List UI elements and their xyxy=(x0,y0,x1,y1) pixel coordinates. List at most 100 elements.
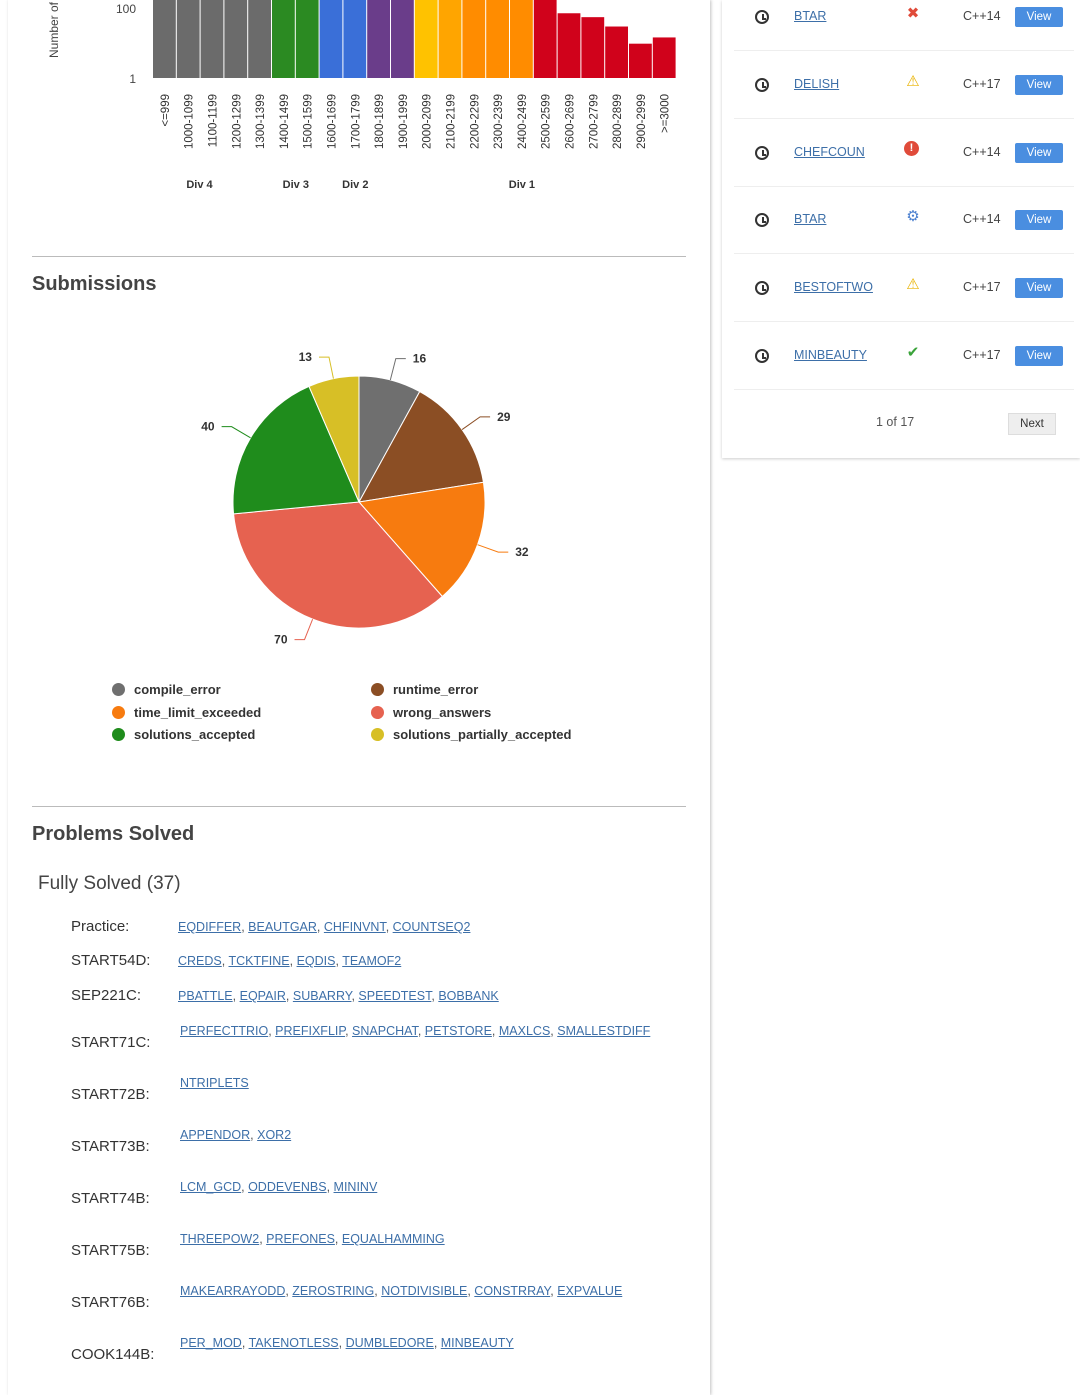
problem-link[interactable]: XOR2 xyxy=(257,1128,292,1142)
submission-row: BTAR ⚙ C++14 View xyxy=(734,187,1074,255)
problem-link[interactable]: SPEEDTEST xyxy=(358,989,432,1003)
section-divider xyxy=(32,806,686,807)
contest-name: Practice: xyxy=(71,918,130,935)
submission-language: C++14 xyxy=(963,144,1001,159)
clock-icon xyxy=(755,213,769,228)
contest-name: START54D: xyxy=(71,952,151,969)
submission-problem-link[interactable]: BTAR xyxy=(794,9,827,23)
view-button[interactable]: View xyxy=(1015,346,1063,366)
view-button[interactable]: View xyxy=(1015,7,1063,27)
next-button[interactable]: Next xyxy=(1008,413,1056,435)
x-tick-label: 1200-1299 xyxy=(231,94,243,149)
pie-leader-line xyxy=(389,358,406,381)
error-icon: ! xyxy=(904,140,919,156)
problem-link[interactable]: EQDIFFER xyxy=(178,920,242,934)
problem-link[interactable]: PETSTORE xyxy=(424,1024,492,1038)
x-tick-label: 1900-1999 xyxy=(398,94,410,149)
legend-dot-icon xyxy=(112,683,125,696)
legend-item: solutions_accepted xyxy=(112,727,255,742)
problem-link[interactable]: NTRIPLETS xyxy=(180,1076,249,1090)
x-tick-label: 1800-1899 xyxy=(374,94,386,149)
legend-dot-icon xyxy=(112,728,125,741)
pie-leader-line xyxy=(221,426,251,439)
problem-link[interactable]: ZEROSTRING xyxy=(292,1284,375,1298)
x-tick-label: 1700-1799 xyxy=(350,94,362,149)
submission-language: C++17 xyxy=(963,348,1001,362)
problem-link[interactable]: MININV xyxy=(333,1180,378,1194)
contest-name: START71C: xyxy=(71,1034,151,1051)
problem-link[interactable]: ODDEVENBS xyxy=(248,1180,327,1194)
submissions-pie-chart: 16 29 32 70 40 13 xyxy=(201,350,529,647)
problem-link[interactable]: BOBBANK xyxy=(438,989,499,1003)
submission-row: DELISH ⚠ C++17 View xyxy=(734,52,1074,119)
problem-link[interactable]: EQPAIR xyxy=(239,989,286,1003)
problem-link[interactable]: COUNTSEQ2 xyxy=(392,920,471,934)
contest-name: START73B: xyxy=(71,1138,150,1155)
fully-solved-label: Fully Solved (37) xyxy=(38,873,181,894)
pie-slice xyxy=(358,390,485,503)
clock-icon xyxy=(755,10,769,24)
problem-link[interactable]: APPENDOR xyxy=(180,1128,251,1142)
problem-link[interactable]: PBATTLE xyxy=(178,989,233,1003)
submissions-title: Submissions xyxy=(32,273,157,295)
problem-link[interactable]: THREEPOW2 xyxy=(180,1232,260,1246)
view-button[interactable]: View xyxy=(1015,142,1063,163)
problem-link[interactable]: MINBEAUTY xyxy=(440,1336,514,1350)
view-button[interactable]: View xyxy=(1015,74,1063,95)
legend-dot-icon xyxy=(371,728,384,741)
problem-link[interactable]: TAKENOTLESS xyxy=(248,1336,339,1350)
x-tick-label: 1600-1699 xyxy=(327,94,339,149)
submission-problem-link[interactable]: DELISH xyxy=(794,76,840,91)
x-tick-label: 1500-1599 xyxy=(303,94,315,149)
problem-link[interactable]: MAKEARRAYODD xyxy=(180,1284,286,1298)
problem-link[interactable]: SUBARRY xyxy=(292,989,352,1003)
problem-links: MAKEARRAYODD, ZEROSTRING, NOTDIVISIBLE, … xyxy=(180,1284,623,1298)
problem-link[interactable]: LCM_GCD xyxy=(180,1180,242,1194)
contest-name: START76B: xyxy=(71,1294,150,1311)
x-tick-label: >=3000 xyxy=(660,94,672,133)
problem-link[interactable]: CHFINVNT xyxy=(323,920,386,934)
problem-link[interactable]: NOTDIVISIBLE xyxy=(381,1284,468,1298)
view-button[interactable]: View xyxy=(1015,278,1063,299)
problem-link[interactable]: CREDS xyxy=(178,954,222,968)
recent-submissions-panel: BTAR ✖ C++14 View DELISH ⚠ C++17 View CHEFCOUN! C… xyxy=(722,0,1080,458)
submission-problem-link[interactable]: BESTOFTWO xyxy=(794,280,873,295)
x-tick-label: 1000-1099 xyxy=(184,94,196,149)
problem-link[interactable]: MAXLCS xyxy=(498,1024,551,1038)
problem-link[interactable]: BEAUTGAR xyxy=(248,920,317,934)
problem-link[interactable]: TEAMOF2 xyxy=(342,954,402,968)
submission-problem-link[interactable]: CHEFCOUN xyxy=(794,144,865,159)
problem-link[interactable]: SMALLESTDIFF xyxy=(557,1024,651,1038)
problem-link[interactable]: EQUALHAMMING xyxy=(341,1232,445,1246)
legend-label: solutions_accepted xyxy=(134,727,256,742)
problem-link[interactable]: DUMBLEDORE xyxy=(345,1336,434,1350)
rating-bar xyxy=(486,0,509,78)
problem-links: THREEPOW2, PREFONES, EQUALHAMMING xyxy=(180,1232,445,1246)
contest-name: START75B: xyxy=(71,1242,150,1259)
submission-row: BESTOFTWO ⚠ C++17 View xyxy=(734,255,1074,323)
x-tick-label: 2500-2599 xyxy=(541,94,553,149)
problem-link[interactable]: PREFONES xyxy=(266,1232,335,1246)
rating-bar xyxy=(581,17,605,78)
contest-name: COOK144B: xyxy=(71,1346,155,1363)
problem-links: CREDS, TCKTFINE, EQDIS, TEAMOF2 xyxy=(178,954,402,968)
x-tick-label: 2800-2899 xyxy=(612,94,624,149)
pie-data-label: 32 xyxy=(515,545,529,559)
rating-bar xyxy=(295,0,319,78)
contest-name: START72B: xyxy=(71,1086,150,1103)
view-button[interactable]: View xyxy=(1015,210,1063,231)
x-tick-label: 2400-2499 xyxy=(517,94,529,149)
problem-link[interactable]: PER_MOD xyxy=(180,1336,242,1350)
problem-link[interactable]: CONSTRRAY xyxy=(474,1284,551,1298)
pie-leader-line xyxy=(318,356,334,379)
problem-link[interactable]: PREFIXFLIP xyxy=(275,1024,346,1038)
problem-link[interactable]: SNAPCHAT xyxy=(352,1024,418,1038)
problem-link[interactable]: EXPVALUE xyxy=(557,1284,623,1298)
problem-link[interactable]: EQDIS xyxy=(296,954,336,968)
rating-bar xyxy=(200,0,224,78)
x-tick-label: 1400-1499 xyxy=(279,94,291,149)
submission-problem-link[interactable]: MINBEAUTY xyxy=(794,348,867,362)
problem-link[interactable]: TCKTFINE xyxy=(228,954,290,968)
submission-problem-link[interactable]: BTAR xyxy=(794,212,827,227)
problem-link[interactable]: PERFECTTRIO xyxy=(180,1024,269,1038)
